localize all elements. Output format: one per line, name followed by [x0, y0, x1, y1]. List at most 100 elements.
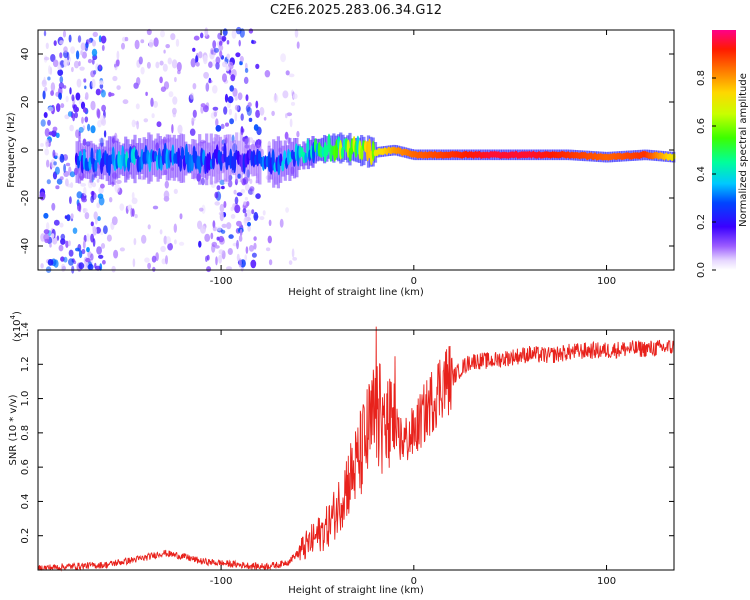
spectrogram-speckle: [97, 216, 101, 222]
spectrogram-speckle: [90, 70, 96, 78]
spectrogram-speckle: [53, 219, 60, 226]
spectrogram-speckle: [64, 114, 70, 120]
spectrogram-x-ticks: -100 0 100: [210, 30, 616, 287]
snr-y-tick-label: 1.4: [20, 322, 31, 338]
spectrogram-speckle: [46, 222, 50, 231]
spectrogram-speckle: [219, 179, 225, 185]
spectrogram-speckle: [246, 106, 252, 116]
spectrogram-speckle: [153, 37, 159, 47]
spectrogram-ridge-core: [304, 152, 308, 163]
spectrogram-speckle: [48, 131, 54, 136]
spectrogram-y-tick-label: -20: [20, 190, 31, 206]
snr-x-tick-label: -100: [210, 576, 233, 587]
snr-x-ticks: -100 0 100: [210, 330, 616, 587]
spectrogram-speckle: [75, 50, 80, 60]
spectrogram-speckle: [246, 209, 252, 217]
spectrogram-speckle: [244, 196, 248, 201]
spectrogram-speckle: [229, 85, 234, 92]
spectrogram-speckle: [68, 249, 74, 257]
spectrogram-speckle: [218, 249, 224, 255]
spectrogram-speckle: [58, 244, 64, 252]
spectrogram-speckle: [280, 53, 286, 63]
spectrogram-speckle: [190, 58, 196, 68]
spectrogram-speckle: [249, 186, 255, 192]
spectrogram-speckle: [50, 54, 56, 62]
spectrogram-speckle: [253, 211, 259, 221]
spectrogram-speckle: [248, 117, 253, 122]
spectrogram-speckle: [279, 218, 284, 228]
spectrogram-speckle: [81, 51, 87, 59]
spectrogram-ridge-core: [180, 146, 185, 160]
spectrogram-speckle: [214, 201, 220, 206]
spectrogram-speckle: [53, 40, 57, 46]
spectrogram-speckle: [230, 206, 234, 212]
spectrogram-speckle: [96, 202, 101, 209]
colorbar-gradient: [712, 30, 736, 270]
chart-title: C2E6.2025.283.06.34.G12: [270, 3, 442, 18]
spectrogram-speckle: [250, 259, 257, 269]
spectrogram-speckle: [60, 103, 65, 109]
spectrogram-speckle: [66, 214, 71, 222]
snr-y-tick-label: 0.4: [20, 493, 31, 509]
spectrogram-speckle: [119, 247, 125, 252]
spectrogram-ridge-core: [371, 140, 375, 162]
spectrogram-ridge-core: [127, 157, 131, 172]
spectrogram-speckle: [204, 27, 209, 37]
spectrogram-speckle: [174, 239, 177, 245]
spectrogram-speckle: [230, 214, 236, 219]
spectrogram-speckle: [225, 65, 230, 72]
spectrogram-speckle: [238, 258, 242, 268]
spectrogram-speckle: [65, 178, 69, 187]
spectrogram-speckle: [146, 61, 151, 69]
spectrogram-speckle: [95, 218, 98, 225]
spectrogram-y-label: Frequency (Hz): [6, 112, 17, 188]
spectrogram-speckle: [115, 59, 120, 67]
spectrogram-speckle: [85, 257, 91, 263]
spectrogram-speckle: [282, 90, 289, 99]
spectrogram-y-tick-label: 0: [20, 147, 31, 153]
spectrogram-speckle: [224, 93, 229, 103]
spectrogram-speckle: [176, 61, 182, 72]
spectrogram-speckle: [179, 213, 183, 220]
spectrogram-speckle: [97, 193, 104, 199]
spectrogram-speckle: [170, 33, 176, 41]
spectrogram-speckle: [165, 236, 171, 245]
spectrogram-speckle: [46, 179, 51, 185]
spectrogram-speckle: [244, 212, 248, 218]
spectrogram-speckle: [213, 111, 218, 117]
spectrogram-speckle: [83, 78, 87, 83]
spectrogram-speckle: [192, 109, 197, 118]
spectrogram-speckle: [213, 47, 219, 53]
spectrogram-speckle: [141, 234, 147, 244]
spectrogram-speckle: [70, 213, 74, 220]
spectrogram-speckle: [237, 92, 243, 101]
spectrogram-speckle: [218, 254, 223, 264]
snr-y-multiplier-base: (x10: [12, 319, 23, 342]
spectrogram-speckle: [87, 263, 94, 270]
spectrogram-speckle: [195, 61, 200, 67]
spectrogram-ridge-core: [223, 142, 227, 163]
spectrogram-speckle: [50, 82, 56, 92]
spectrogram-speckle: [255, 100, 259, 109]
spectrogram-speckle: [64, 215, 68, 220]
spectrogram-speckle: [51, 202, 56, 211]
spectrogram-speckle: [198, 51, 203, 59]
snr-x-label: Height of straight line (km): [288, 585, 424, 596]
spectrogram-speckle: [161, 258, 167, 265]
spectrogram-speckle: [76, 191, 83, 199]
spectrogram-speckle: [82, 208, 86, 214]
spectrogram-speckle: [221, 185, 225, 190]
spectrogram-speckle: [147, 262, 152, 270]
spectrogram-speckle: [97, 109, 101, 119]
snr-y-tick-label: 0.8: [20, 425, 31, 441]
spectrogram-speckle: [140, 66, 145, 75]
spectrogram-speckle: [264, 70, 271, 78]
spectrogram-speckle: [43, 212, 49, 219]
spectrogram-speckle: [239, 55, 244, 63]
spectrogram-ridge-core: [94, 159, 98, 172]
spectrogram-speckle: [57, 64, 62, 71]
spectrogram-speckle: [244, 183, 250, 191]
spectrogram-speckle: [222, 73, 227, 83]
spectrogram-speckle: [203, 71, 210, 79]
spectrogram-speckle: [232, 87, 238, 97]
